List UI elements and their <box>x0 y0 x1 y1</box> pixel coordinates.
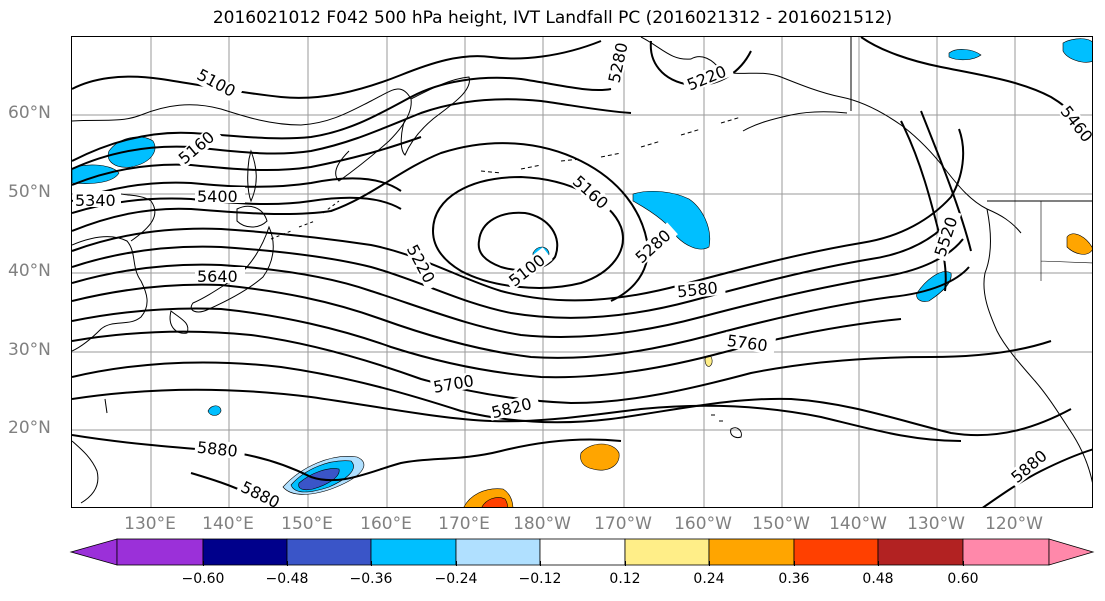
colorbar-tick-label: 0.36 <box>778 571 810 587</box>
colorbar-bin <box>708 538 795 566</box>
colorbar-extend-high <box>1048 538 1095 566</box>
lat-label-40n: 40°N <box>8 261 51 281</box>
colorbar-tickmark <box>287 561 288 566</box>
colorbar-bin <box>116 538 204 566</box>
colorbar-tick-label: −0.60 <box>181 571 225 587</box>
colorbar-tick-label: 0.48 <box>862 571 894 587</box>
colorbar-bin <box>624 538 710 566</box>
colorbar-bin <box>962 538 1050 566</box>
shade-blue-kamchatka-west <box>107 136 156 168</box>
colorbar <box>0 538 1105 568</box>
shade-blue-ne-small <box>948 49 982 61</box>
colorbar-tickmark <box>371 561 372 566</box>
shade-blue-ne-corner <box>1062 38 1092 63</box>
shade-blue-left-edge <box>72 164 120 184</box>
shade-blue-small-south <box>207 405 222 416</box>
lat-label-60n: 60°N <box>8 103 51 123</box>
contour-label: 5880 <box>196 438 238 461</box>
contour-label: 5880 <box>238 477 283 508</box>
contour-label: 5100 <box>194 65 239 101</box>
shade-red-south <box>481 497 508 507</box>
lon-label-170w: 170°W <box>594 514 652 534</box>
colorbar-tickmark <box>963 561 964 566</box>
coastlines <box>72 37 1092 504</box>
lon-label-150e: 150°E <box>281 514 333 534</box>
map-panel: 5100 5220 5160 5340 5400 5640 5220 5100 … <box>71 36 1093 508</box>
colorbar-tickmark <box>794 561 795 566</box>
colorbar-tick-label: 0.12 <box>609 571 641 587</box>
lat-label-50n: 50°N <box>8 182 51 202</box>
colorbar-tickmark <box>878 561 879 566</box>
contour-label: 5400 <box>197 187 238 206</box>
colorbar-tick-label: −0.36 <box>349 571 393 587</box>
lon-label-140e: 140°E <box>202 514 254 534</box>
colorbar-tick-label: −0.12 <box>518 571 562 587</box>
contour-label: 5820 <box>490 394 534 422</box>
colorbar-tick-label: 0.60 <box>947 571 979 587</box>
lon-label-140w: 140°W <box>829 514 887 534</box>
shade-orange-subtropic <box>580 443 620 471</box>
lon-label-180w: 180°W <box>513 514 571 534</box>
contour-label: 5640 <box>197 267 238 286</box>
colorbar-bin <box>455 538 541 566</box>
contour-label: 5460 <box>1057 102 1093 146</box>
lon-label-160e: 160°E <box>360 514 412 534</box>
colorbar-tick-label: −0.24 <box>434 571 478 587</box>
shade-orange-east <box>1066 233 1092 255</box>
contour-label: 5340 <box>75 191 116 210</box>
colorbar-bin <box>370 538 457 566</box>
lat-label-20n: 20°N <box>8 418 51 438</box>
lon-label-120w: 120°W <box>985 514 1043 534</box>
lon-label-130w: 130°W <box>907 514 965 534</box>
colorbar-tickmark <box>540 561 541 566</box>
ivt-shading <box>72 38 1092 507</box>
contour-label: 5580 <box>676 278 718 301</box>
map-title: 2016021012 F042 500 hPa height, IVT Land… <box>212 8 893 28</box>
colorbar-tickmark <box>456 561 457 566</box>
shade-blue-gulf <box>632 190 711 250</box>
lon-label-160w: 160°W <box>674 514 732 534</box>
contour-label: 5220 <box>684 62 729 95</box>
colorbar-tickmark <box>709 561 710 566</box>
contour-labels: 5100 5220 5160 5340 5400 5640 5220 5100 … <box>73 37 1093 508</box>
colorbar-bin <box>286 538 372 566</box>
colorbar-bin <box>877 538 964 566</box>
contour-label: 5280 <box>605 41 632 85</box>
colorbar-tickmark <box>203 561 204 566</box>
colorbar-bin <box>202 538 288 566</box>
colorbar-tick-label: −0.48 <box>265 571 309 587</box>
lon-label-130e: 130°E <box>124 514 176 534</box>
colorbar-bin <box>793 538 879 566</box>
lon-label-170e: 170°E <box>438 514 490 534</box>
colorbar-bin <box>539 538 626 566</box>
colorbar-tickmark <box>625 561 626 566</box>
lon-label-150w: 150°W <box>752 514 810 534</box>
colorbar-tick-label: 0.24 <box>693 571 725 587</box>
lat-label-30n: 30°N <box>8 340 51 360</box>
colorbar-extend-low <box>69 538 118 566</box>
contour-label: 5700 <box>432 371 475 397</box>
